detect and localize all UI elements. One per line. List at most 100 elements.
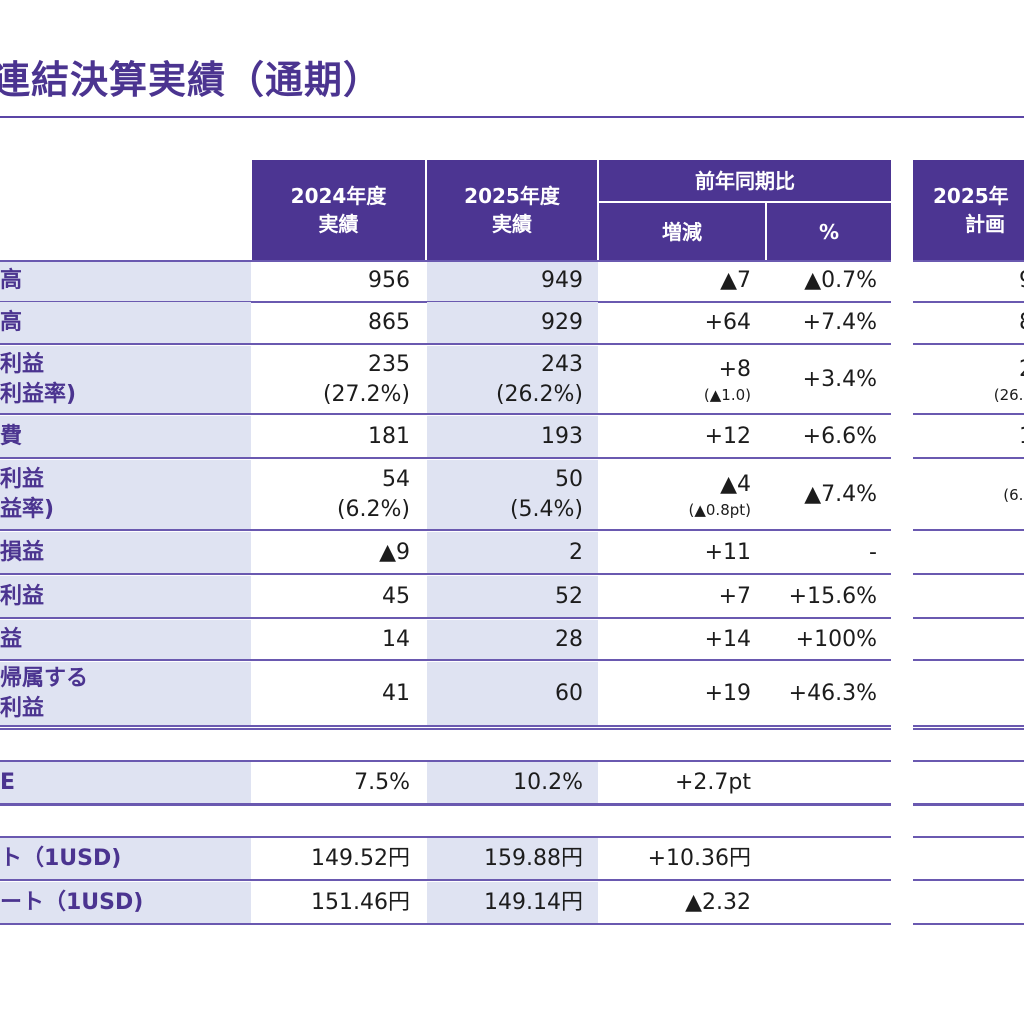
cell-line: +15.6% (788, 584, 877, 609)
cell-2024: 149.52円 (252, 838, 410, 880)
cell-line: +14 (704, 627, 751, 652)
row-divider (0, 803, 891, 805)
cell-line: 28 (555, 627, 583, 652)
cell-line: 1 (1019, 422, 1024, 452)
cell-diff: +19 (599, 662, 751, 726)
cell-2024: 7.5% (252, 762, 410, 804)
shade-2025-column (427, 532, 598, 574)
row-label-line: 利益 (0, 696, 45, 721)
row-divider (0, 343, 891, 345)
header-plan-year: 2025年 (933, 184, 1009, 208)
cell-line: 929 (541, 310, 583, 335)
cell-2025: 193 (427, 416, 583, 458)
cell-line: 14 (382, 627, 410, 652)
cell-pct: ▲7.4% (767, 460, 877, 530)
row-divider (0, 879, 891, 881)
row-label-line: 損益 (0, 540, 45, 565)
cell-line: 50 (555, 467, 583, 492)
header-2025-plan: 2025年 計画 (913, 160, 1024, 260)
row-divider-plan (913, 343, 1024, 345)
cell-2025: 159.88円 (427, 838, 583, 880)
cell-pct: +3.4% (767, 346, 877, 414)
cell-2025: 929 (427, 302, 583, 344)
cell-2024: 41 (252, 662, 410, 726)
cell-diff: ▲7 (599, 260, 751, 302)
row-label: E (0, 762, 251, 804)
cell-line: +11 (704, 540, 751, 565)
shade-2025-column (427, 416, 598, 458)
row-divider-plan (913, 923, 1024, 925)
shade-2025-column (427, 260, 598, 302)
cell-line: ▲7 (720, 268, 751, 293)
page-title: 連結決算実績（通期） (0, 58, 383, 102)
cell-line: 2 (1019, 355, 1024, 385)
cell-line: (5.4%) (509, 497, 583, 522)
shade-2025-column (427, 838, 598, 880)
cell-line: 54 (382, 467, 410, 492)
cell-2024: ▲9 (252, 532, 410, 574)
cell-diff: ▲2.32 (599, 882, 751, 924)
row-divider (0, 617, 891, 619)
cell-line: ▲7.4% (804, 482, 877, 507)
cell-2024: 235 (27.2%) (252, 346, 410, 414)
row-label-line: ート（1USD) (0, 890, 144, 915)
cell-line: +12 (704, 424, 751, 449)
row-label-line: 高 (0, 310, 23, 335)
cell-2024: 865 (252, 302, 410, 344)
cell-line: +7 (718, 584, 751, 609)
cell-line: (26.2%) (495, 382, 583, 407)
row-divider-plan (913, 529, 1024, 531)
header-2025-label: 実績 (492, 212, 532, 236)
header-yoy-label: 前年同期比 (695, 168, 795, 193)
cell-pct: +6.6% (767, 416, 877, 458)
cell-2025: 10.2% (427, 762, 583, 804)
cell-line: (6.5 (1003, 486, 1024, 504)
cell-line: 149.52円 (311, 846, 410, 871)
cell-line: 9 (1019, 266, 1024, 296)
cell-2025: 243 (26.2%) (427, 346, 583, 414)
row-label: ト（1USD) (0, 838, 251, 880)
row-label: 高 (0, 260, 251, 302)
row-label: 利益 (0, 576, 251, 618)
cell-2024: 956 (252, 260, 410, 302)
cell-line: +7.4% (802, 310, 877, 335)
spacer-divider-plan (913, 804, 1024, 806)
group-top-divider (0, 760, 891, 762)
cell-line: +2.7pt (674, 770, 751, 795)
shade-2025-column (427, 460, 598, 530)
row-divider-plan (913, 803, 1024, 805)
cell-pct: ▲0.7% (767, 260, 877, 302)
cell-2025: 50 (5.4%) (427, 460, 583, 530)
cell-line: 151.46円 (311, 890, 410, 915)
cell-line: 159.88円 (484, 846, 583, 871)
header-2024-label: 実績 (318, 212, 359, 236)
row-label: 費 (0, 416, 251, 458)
cell-line: 243 (541, 352, 583, 377)
cell-pct (767, 762, 877, 804)
cell-line: 60 (555, 681, 583, 706)
shade-2025-column (427, 346, 598, 414)
shade-2025-column (427, 882, 598, 924)
cell-plan: 2(26.9 (913, 346, 1024, 414)
cell-2025: 149.14円 (427, 882, 583, 924)
shade-2025-column (427, 620, 598, 660)
cell-2024: 54 (6.2%) (252, 460, 410, 530)
header-plan-label: 計画 (965, 212, 1005, 236)
group-top-divider-plan (913, 836, 1024, 838)
row-divider-plan (913, 573, 1024, 575)
cell-line: 2 (569, 540, 583, 565)
cell-plan (913, 662, 1024, 726)
header-yoy: 前年同期比 (599, 160, 891, 201)
cell-plan: 1 (913, 416, 1024, 458)
cell-line: 149.14円 (484, 890, 583, 915)
cell-line: 7.5% (354, 770, 410, 795)
row-label-line: ト（1USD) (0, 846, 122, 871)
cell-pct: +100% (767, 620, 877, 660)
shade-2025-column (427, 762, 598, 804)
group-top-divider-plan (913, 760, 1024, 762)
row-label: 益 (0, 620, 251, 660)
row-label-line: 益 (0, 627, 23, 652)
row-divider-plan (913, 879, 1024, 881)
cell-plan (913, 838, 1024, 880)
cell-line: +100% (795, 627, 877, 652)
